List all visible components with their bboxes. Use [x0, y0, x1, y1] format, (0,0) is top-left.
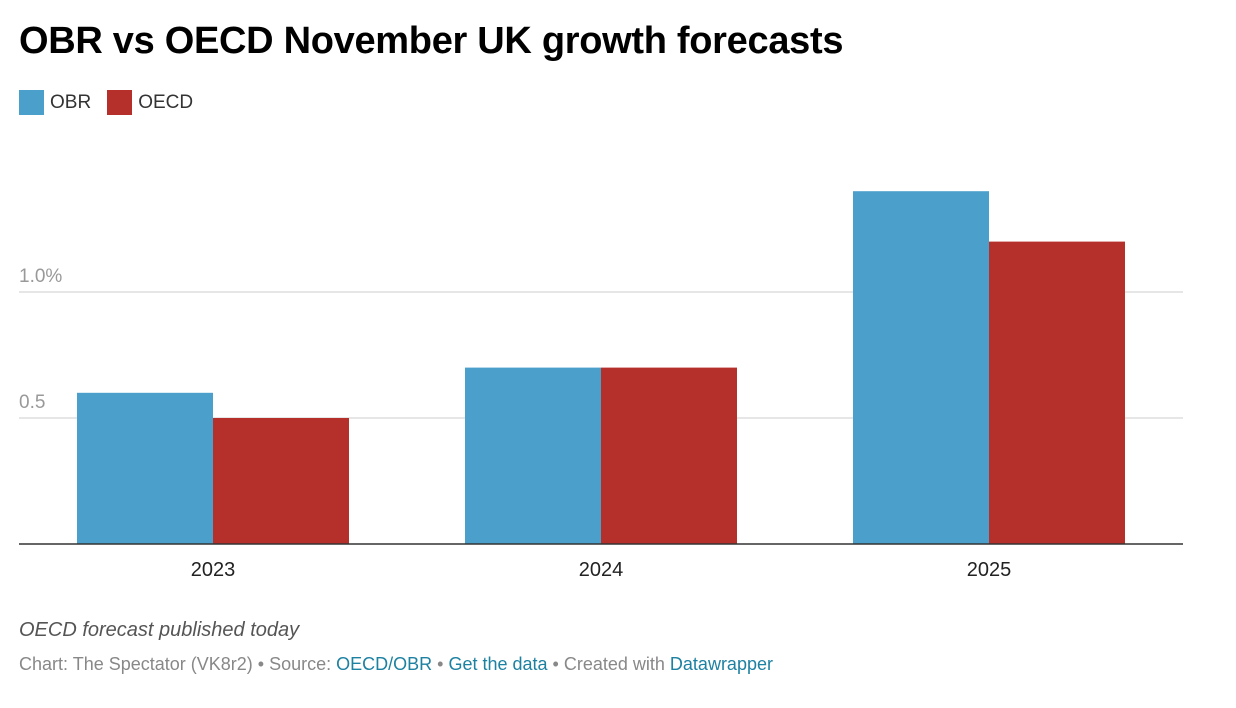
- legend-label-obr: OBR: [50, 91, 92, 113]
- bar-obr-2025: [853, 191, 989, 544]
- x-tick-label: 2024: [579, 559, 624, 581]
- legend-item-obr: OBR: [19, 90, 91, 115]
- footer-separator: •: [547, 654, 564, 674]
- x-tick-label: 2023: [191, 559, 236, 581]
- chart-note: OECD forecast published today: [19, 619, 300, 641]
- x-tick-label: 2025: [967, 559, 1012, 581]
- y-tick-label: 1.0%: [19, 266, 62, 287]
- chart-title: OBR vs OECD November UK growth forecasts: [19, 20, 844, 62]
- chart-footer: Chart: The Spectator (VK8r2) • Source: O…: [19, 654, 773, 675]
- bar-obr-2023: [77, 392, 213, 544]
- legend-swatch-obr: [19, 90, 44, 115]
- legend: OBR OECD: [19, 90, 209, 115]
- footer-datawrapper-link[interactable]: Datawrapper: [669, 654, 773, 674]
- legend-swatch-oecd: [107, 90, 133, 115]
- y-tick-label: 0.5: [19, 392, 45, 413]
- bar-oecd-2023: [213, 418, 349, 544]
- bar-obr-2024: [465, 367, 601, 544]
- legend-label-oecd: OECD: [138, 91, 194, 113]
- bar-oecd-2024: [601, 367, 737, 544]
- footer-created-with: Created with: [563, 654, 670, 674]
- footer-source-link[interactable]: OECD/OBR: [336, 654, 433, 674]
- footer-separator: •: [432, 654, 449, 674]
- footer-source-label: Source:: [269, 654, 337, 674]
- footer-chart-credit: Chart: The Spectator (VK8r2): [19, 654, 253, 674]
- bar-chart: 0.5 1.0% 2023 2024 2025: [19, 191, 1183, 581]
- footer-get-data-link[interactable]: Get the data: [448, 654, 548, 674]
- legend-item-oecd: OECD: [107, 90, 193, 115]
- bar-oecd-2025: [989, 241, 1125, 544]
- footer-separator: •: [252, 654, 270, 674]
